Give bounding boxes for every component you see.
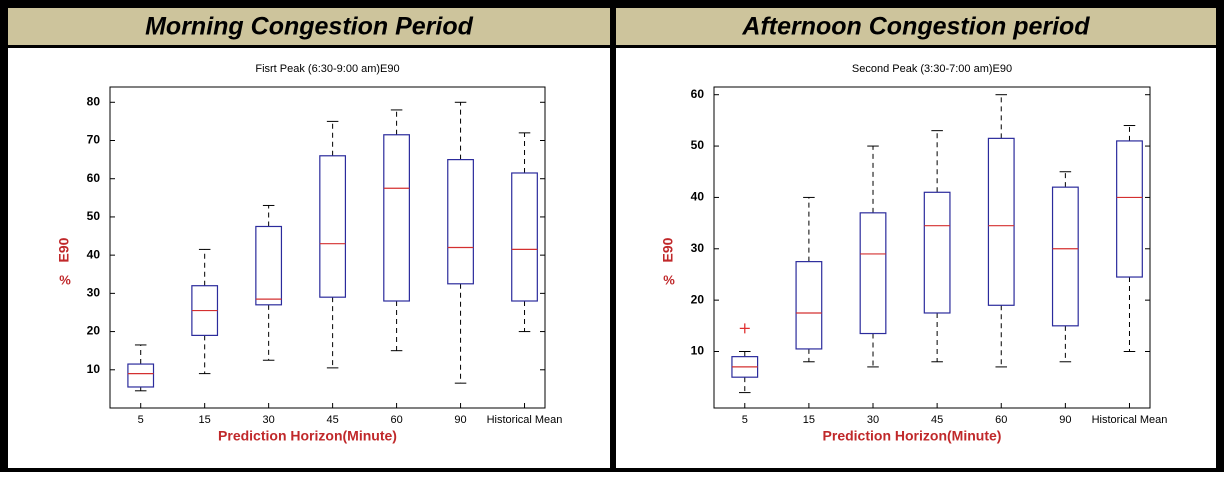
chart-title: Fisrt Peak (6:30-9:00 am)E90 xyxy=(255,63,399,75)
y-tick-label: 70 xyxy=(87,133,101,147)
y-tick-label: 10 xyxy=(691,344,705,358)
y-tick-label: 80 xyxy=(87,94,101,108)
y-tick-label: 50 xyxy=(691,138,705,152)
box xyxy=(1051,186,1079,327)
box xyxy=(923,191,951,314)
y-tick-label: 60 xyxy=(691,87,705,101)
box xyxy=(127,363,155,388)
box xyxy=(255,225,283,306)
box xyxy=(795,261,823,350)
plot-frame xyxy=(109,86,546,409)
y-tick-label: 50 xyxy=(87,209,101,223)
y-tick-label: 20 xyxy=(691,292,705,306)
box xyxy=(447,159,474,285)
box xyxy=(383,134,410,302)
box xyxy=(1116,140,1143,278)
y-axis-unit: % xyxy=(663,272,675,287)
x-tick-label: 15 xyxy=(199,414,211,426)
x-axis-label: Prediction Horizon(Minute) xyxy=(218,428,397,444)
header-bg xyxy=(616,8,1216,45)
y-tick-label: 60 xyxy=(87,171,101,185)
y-tick-label: 40 xyxy=(691,190,705,204)
x-tick-label: 30 xyxy=(867,414,879,426)
header-title: Morning Congestion Period xyxy=(145,13,473,41)
x-axis-label: Prediction Horizon(Minute) xyxy=(823,428,1002,444)
panel-bg xyxy=(616,48,1216,468)
y-tick-label: 30 xyxy=(691,241,705,255)
x-tick-label: 15 xyxy=(803,414,815,426)
box xyxy=(859,212,887,335)
header-title: Afternoon Congestion period xyxy=(741,13,1090,41)
y-tick-label: 40 xyxy=(87,247,101,261)
x-tick-label: Historical Mean xyxy=(487,414,563,426)
x-tick-label: 45 xyxy=(931,414,943,426)
box xyxy=(511,172,538,302)
x-tick-label: 60 xyxy=(390,414,402,426)
y-axis-label: E90 xyxy=(56,237,72,262)
box xyxy=(319,155,347,298)
y-tick-label: 30 xyxy=(87,286,101,300)
box xyxy=(987,137,1015,306)
chart-title: Second Peak (3:30-7:00 am)E90 xyxy=(852,63,1012,75)
y-tick-label: 10 xyxy=(87,362,101,376)
y-axis-label: E90 xyxy=(660,237,676,262)
header-bg xyxy=(8,8,610,45)
x-tick-label: 5 xyxy=(138,414,144,426)
x-tick-label: Historical Mean xyxy=(1092,414,1168,426)
plot-frame xyxy=(713,86,1151,409)
x-tick-label: 90 xyxy=(1059,414,1071,426)
x-tick-label: 60 xyxy=(995,414,1007,426)
x-tick-label: 30 xyxy=(263,414,275,426)
x-tick-label: 90 xyxy=(454,414,466,426)
panel-bg xyxy=(8,48,610,468)
x-tick-label: 45 xyxy=(326,414,338,426)
y-tick-label: 20 xyxy=(87,324,101,338)
y-axis-unit: % xyxy=(59,272,71,287)
x-tick-label: 5 xyxy=(742,414,748,426)
outlier xyxy=(739,323,750,334)
